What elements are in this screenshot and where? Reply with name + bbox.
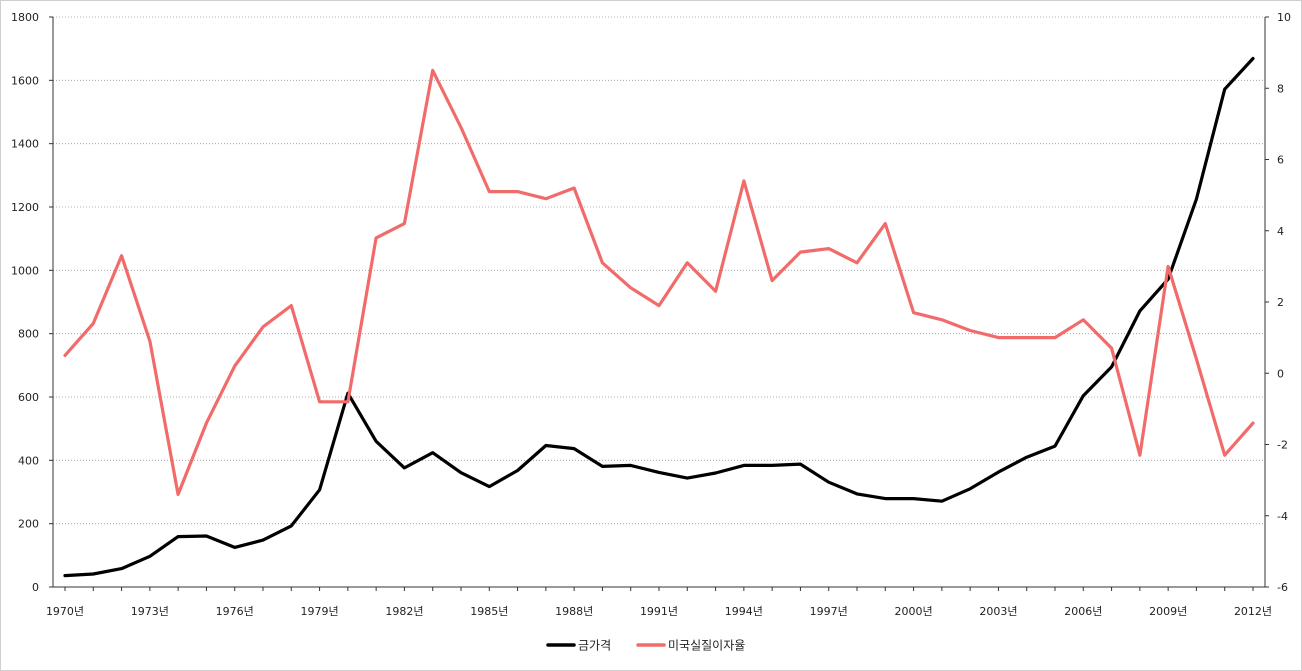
x-tick-label: 1976년 xyxy=(216,605,254,618)
x-tick-label: 1997년 xyxy=(810,605,848,618)
x-tick-label: 1970년 xyxy=(46,605,84,618)
legend-label: 금가격 xyxy=(578,639,611,653)
gridlines xyxy=(53,16,1265,525)
left-tick-label: 1600 xyxy=(11,74,39,87)
right-tick-label: 2 xyxy=(1277,296,1284,309)
right-tick-label: 0 xyxy=(1277,367,1284,380)
left-tick-label: 0 xyxy=(32,581,39,594)
series-lines xyxy=(63,56,1255,578)
left-axis-ticks: 0 200 400 600 800 1000 1200 1400 1600 1800 xyxy=(11,11,53,594)
right-axis-ticks: -6 -4 -2 0 2 4 6 8 10 xyxy=(1265,11,1291,594)
right-tick-label: -6 xyxy=(1277,581,1288,594)
legend: 금가격 미국실질이자율 xyxy=(546,639,745,653)
right-tick-label: 4 xyxy=(1277,225,1284,238)
x-tick-label: 1985년 xyxy=(470,605,508,618)
right-tick-label: -4 xyxy=(1277,510,1288,523)
left-tick-label: 1800 xyxy=(11,11,39,24)
x-tick-label: 1979년 xyxy=(301,605,339,618)
x-tick-label: 2009년 xyxy=(1149,605,1187,618)
left-tick-label: 1400 xyxy=(11,138,39,151)
left-tick-label: 1200 xyxy=(11,201,39,214)
left-tick-label: 800 xyxy=(18,328,39,341)
left-tick-label: 200 xyxy=(18,518,39,531)
x-axis-ticks: 1970년 1973년 1976년 1979년 1982년 1985년 1988년 1991년… xyxy=(46,587,1272,618)
x-tick-label: 1991년 xyxy=(640,605,678,618)
right-tick-label: -2 xyxy=(1277,439,1288,452)
x-tick-label: 1982년 xyxy=(385,605,423,618)
x-tick-label: 2006년 xyxy=(1064,605,1102,618)
series-line-gold-price xyxy=(63,56,1255,578)
left-tick-label: 600 xyxy=(18,391,39,404)
x-tick-label: 2012년 xyxy=(1234,605,1272,618)
x-tick-label: 1994년 xyxy=(725,605,763,618)
x-tick-label: 2000년 xyxy=(895,605,933,618)
legend-label: 미국실질이자율 xyxy=(668,639,745,653)
right-tick-label: 8 xyxy=(1277,82,1284,95)
left-tick-label: 400 xyxy=(18,454,39,467)
x-tick-label: 2003년 xyxy=(979,605,1017,618)
right-tick-label: 10 xyxy=(1277,11,1291,24)
right-tick-label: 6 xyxy=(1277,154,1284,167)
x-tick-label: 1988년 xyxy=(555,605,593,618)
series-line-us-real-interest-rate xyxy=(63,68,1255,496)
x-tick-label: 1973년 xyxy=(131,605,169,618)
left-tick-label: 1000 xyxy=(11,264,39,277)
